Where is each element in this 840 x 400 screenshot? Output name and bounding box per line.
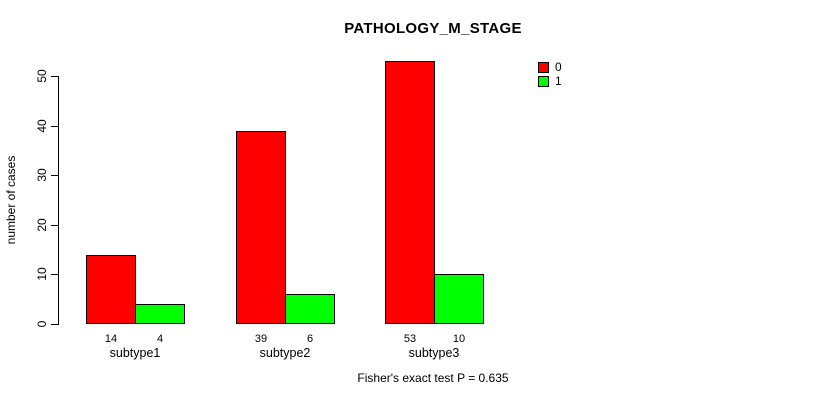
y-axis-tick-label: 30	[35, 168, 49, 182]
y-axis-tick	[51, 324, 58, 325]
bar-1-subtype3	[434, 274, 484, 324]
bar-1-subtype1	[135, 304, 185, 324]
footnote: Fisher's exact test P = 0.635	[357, 371, 509, 385]
legend-label: 1	[555, 74, 562, 88]
bar-0-subtype1	[86, 255, 136, 324]
legend-swatch-icon	[538, 76, 549, 87]
y-axis-tick	[51, 225, 58, 226]
legend-swatch-icon	[538, 62, 549, 73]
y-axis-tick-label: 40	[35, 119, 49, 133]
y-axis-tick	[51, 274, 58, 275]
bar-count-label: 14	[104, 333, 118, 345]
y-axis-tick-label: 20	[35, 218, 49, 232]
legend-label: 0	[555, 60, 562, 74]
bar-count-label: 53	[403, 333, 417, 345]
legend-entry-0: 0	[538, 60, 562, 74]
x-axis-category-label: subtype2	[259, 346, 311, 360]
y-axis-tick	[51, 175, 58, 176]
x-axis-category-label: subtype1	[109, 346, 161, 360]
y-axis-tick	[51, 76, 58, 77]
bar-count-label: 6	[306, 333, 314, 345]
bar-count-label: 4	[156, 333, 164, 345]
x-axis-category-label: subtype3	[408, 346, 460, 360]
y-axis-label: number of cases	[4, 155, 18, 245]
y-axis-tick	[51, 126, 58, 127]
y-axis-tick-label: 10	[35, 267, 49, 281]
bar-1-subtype2	[285, 294, 335, 324]
chart-title: PATHOLOGY_M_STAGE	[344, 20, 522, 37]
y-axis-line	[58, 76, 59, 325]
bar-0-subtype3	[385, 61, 435, 324]
legend-entry-1: 1	[538, 74, 562, 88]
bar-count-label: 10	[452, 333, 466, 345]
y-axis-tick-label: 0	[35, 320, 49, 328]
y-axis-tick-label: 50	[35, 69, 49, 83]
bar-count-label: 39	[254, 333, 268, 345]
bar-0-subtype2	[236, 131, 286, 324]
